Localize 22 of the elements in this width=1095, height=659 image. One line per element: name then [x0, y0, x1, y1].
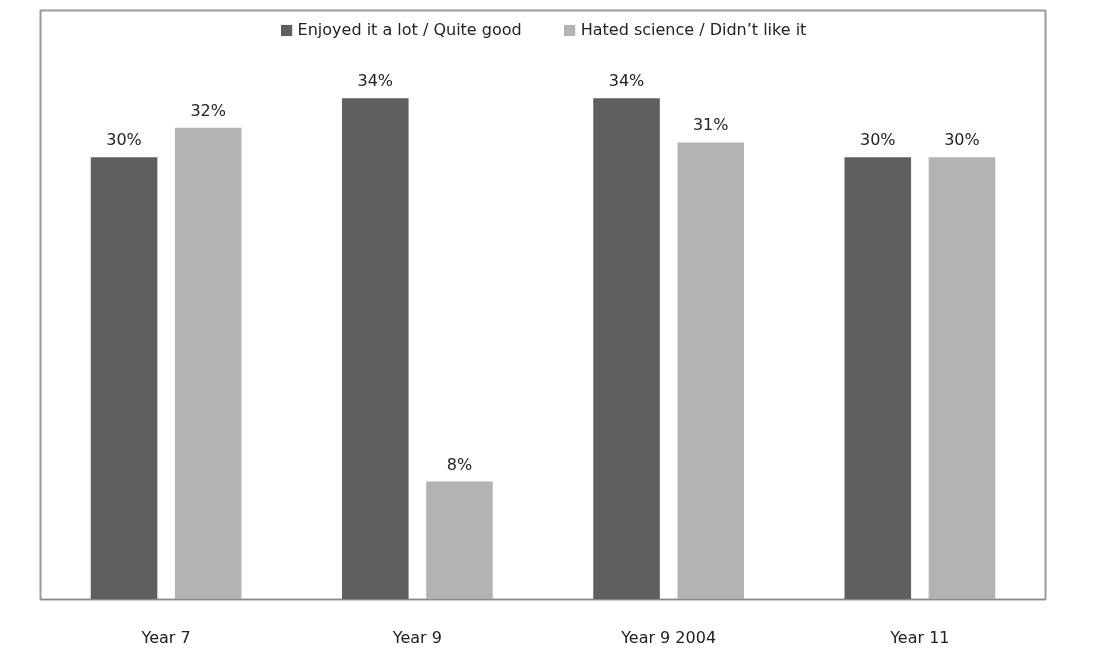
bar — [593, 98, 660, 600]
x-tick-label: Year 11 — [889, 627, 950, 647]
bar — [426, 481, 493, 600]
bar — [844, 157, 912, 600]
bar — [928, 157, 996, 600]
data-label: 8% — [446, 454, 473, 474]
bar — [677, 142, 744, 600]
bar — [342, 98, 409, 600]
x-tick-label: Year 9 2004 — [620, 627, 717, 647]
bar — [90, 157, 158, 600]
data-label: 32% — [190, 100, 226, 120]
data-label: 34% — [608, 71, 645, 91]
x-tick-label: Year 9 — [391, 627, 442, 647]
data-label: 34% — [357, 71, 394, 91]
data-label: 30% — [106, 130, 142, 150]
bar — [174, 127, 242, 600]
data-label: 30% — [860, 130, 896, 150]
legend-label: Hated science / Didn’t like it — [580, 20, 807, 39]
x-tick-label: Year 7 — [140, 627, 191, 647]
data-label: 30% — [944, 130, 980, 150]
data-label: 31% — [692, 115, 729, 135]
legend-label: Enjoyed it a lot / Quite good — [297, 20, 522, 39]
